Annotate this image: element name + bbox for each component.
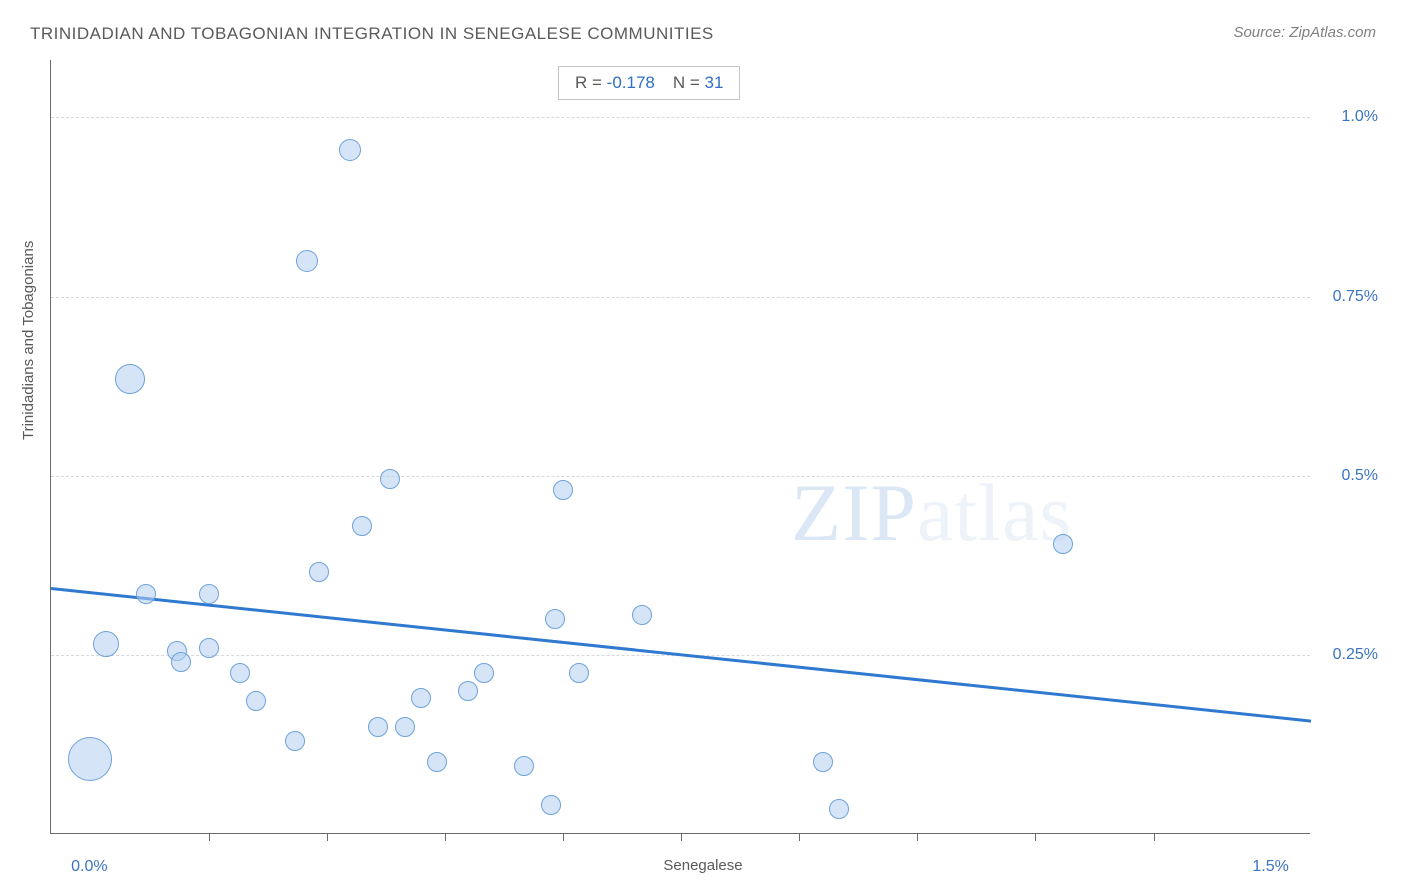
data-point — [474, 663, 494, 683]
y-tick-label: 1.0% — [1342, 108, 1378, 126]
gridline — [51, 117, 1310, 118]
stat-r-value: -0.178 — [607, 73, 655, 92]
data-point — [632, 605, 652, 625]
gridline — [51, 297, 1310, 298]
data-point — [309, 562, 329, 582]
data-point — [285, 731, 305, 751]
data-point — [352, 516, 372, 536]
x-minor-tick — [327, 833, 328, 841]
chart-title: TRINIDADIAN AND TOBAGONIAN INTEGRATION I… — [30, 24, 714, 44]
data-point — [296, 250, 318, 272]
data-point — [368, 717, 388, 737]
data-point — [829, 799, 849, 819]
data-point — [458, 681, 478, 701]
stat-r: R = -0.178 — [575, 73, 655, 93]
data-point — [380, 469, 400, 489]
x-minor-tick — [209, 833, 210, 841]
data-point — [569, 663, 589, 683]
stat-n-value: 31 — [705, 73, 724, 92]
x-axis-label: Senegalese — [0, 857, 1406, 874]
y-axis-label: Trinidadians and Tobagonians — [20, 241, 37, 440]
y-tick-label: 0.75% — [1333, 288, 1378, 306]
x-minor-tick — [917, 833, 918, 841]
x-minor-tick — [445, 833, 446, 841]
x-minor-tick — [1154, 833, 1155, 841]
data-point — [199, 584, 219, 604]
data-point — [115, 364, 145, 394]
data-point — [541, 795, 561, 815]
watermark-atlas: atlas — [917, 467, 1072, 558]
x-tick-label: 1.5% — [1252, 858, 1288, 876]
data-point — [68, 737, 112, 781]
data-point — [427, 752, 447, 772]
data-point — [1053, 534, 1073, 554]
stats-box: R = -0.178 N = 31 — [558, 66, 740, 100]
source-attribution: Source: ZipAtlas.com — [1233, 24, 1376, 41]
x-minor-tick — [1035, 833, 1036, 841]
stat-n: N = 31 — [673, 73, 724, 93]
data-point — [411, 688, 431, 708]
watermark-zip: ZIP — [791, 467, 917, 558]
data-point — [199, 638, 219, 658]
y-tick-label: 0.5% — [1342, 467, 1378, 485]
data-point — [93, 631, 119, 657]
data-point — [545, 609, 565, 629]
x-minor-tick — [681, 833, 682, 841]
data-point — [339, 139, 361, 161]
data-point — [514, 756, 534, 776]
stat-n-label: N = — [673, 73, 700, 92]
stat-r-label: R = — [575, 73, 602, 92]
plot-area: ZIPatlas — [50, 60, 1310, 834]
data-point — [395, 717, 415, 737]
data-point — [136, 584, 156, 604]
x-minor-tick — [563, 833, 564, 841]
data-point — [246, 691, 266, 711]
data-point — [813, 752, 833, 772]
gridline — [51, 476, 1310, 477]
data-point — [171, 652, 191, 672]
y-tick-label: 0.25% — [1333, 646, 1378, 664]
x-minor-tick — [799, 833, 800, 841]
x-tick-label: 0.0% — [71, 858, 107, 876]
data-point — [553, 480, 573, 500]
watermark: ZIPatlas — [791, 466, 1072, 560]
data-point — [230, 663, 250, 683]
